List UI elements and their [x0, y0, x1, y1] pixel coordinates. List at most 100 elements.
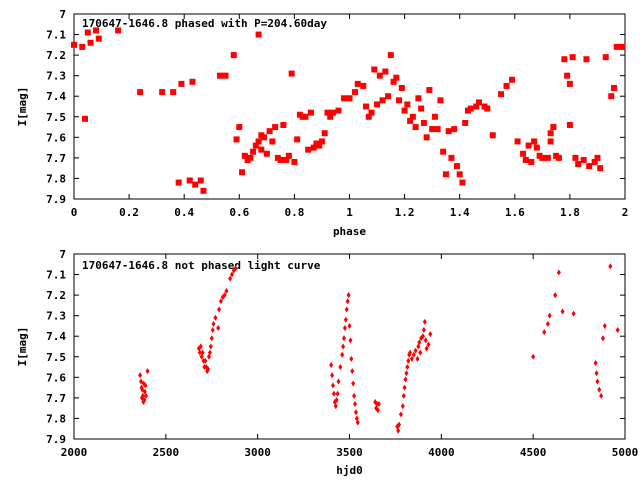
- data-point: [318, 138, 325, 145]
- data-point: [218, 298, 223, 305]
- data-point: [398, 411, 403, 418]
- data-point: [608, 263, 613, 270]
- x-tick-label: 0: [71, 206, 78, 219]
- data-point: [347, 322, 352, 329]
- x-tick-label: 3500: [336, 446, 363, 459]
- data-point: [138, 372, 143, 379]
- data-point: [594, 154, 601, 161]
- data-point: [159, 89, 166, 96]
- data-point: [353, 409, 358, 416]
- data-point: [602, 322, 607, 329]
- data-point: [207, 349, 212, 356]
- data-point: [307, 109, 314, 116]
- data-point: [531, 353, 536, 360]
- data-point: [82, 115, 89, 122]
- y-tick-label: 7.8: [46, 172, 66, 185]
- x-tick-label: 0.4: [174, 206, 194, 219]
- data-point: [330, 372, 335, 379]
- data-point: [333, 403, 338, 410]
- data-point: [200, 187, 207, 194]
- data-point: [509, 76, 516, 83]
- data-point: [374, 101, 381, 108]
- data-point: [404, 370, 409, 377]
- data-point: [619, 43, 626, 50]
- data-point: [79, 43, 86, 50]
- data-point: [415, 95, 422, 102]
- x-tick-label: 3000: [244, 446, 271, 459]
- data-point: [277, 156, 284, 163]
- data-point: [209, 335, 214, 342]
- y-axis-label: I[mag]: [16, 327, 29, 367]
- data-point: [547, 138, 554, 145]
- data-point: [255, 138, 262, 145]
- data-point: [363, 103, 370, 110]
- data-point: [239, 169, 246, 176]
- data-point: [553, 292, 558, 299]
- data-point: [210, 327, 215, 334]
- data-point: [550, 124, 557, 131]
- data-point: [217, 72, 224, 79]
- data-point: [250, 148, 257, 155]
- x-tick-label: 0.2: [119, 206, 139, 219]
- data-point: [503, 82, 510, 89]
- data-point: [145, 368, 150, 375]
- data-point: [426, 87, 433, 94]
- data-point: [448, 154, 455, 161]
- data-point: [272, 124, 279, 131]
- y-tick-label: 7.4: [46, 90, 66, 103]
- data-point: [555, 154, 562, 161]
- data-point: [379, 97, 386, 104]
- data-point: [423, 134, 430, 141]
- data-point: [336, 378, 341, 385]
- data-point: [334, 396, 339, 403]
- data-point: [341, 343, 346, 350]
- phased-light-curve-panel: 0 0.2 0.4 0.6 0.8 1 1.2 1.4 1.6 1.8 2 7 7.1 7.2 7.3 7.4…: [16, 8, 628, 238]
- data-point: [197, 177, 204, 184]
- data-point: [233, 265, 238, 272]
- data-point: [346, 292, 351, 299]
- data-point: [602, 54, 609, 61]
- data-point: [547, 130, 554, 137]
- data-point: [387, 52, 394, 59]
- data-point: [241, 152, 248, 159]
- data-point: [258, 146, 265, 153]
- data-point: [224, 288, 229, 294]
- data-point: [189, 78, 196, 85]
- data-point: [365, 113, 372, 120]
- data-point: [556, 269, 561, 276]
- data-point: [413, 347, 418, 354]
- data-point: [222, 292, 227, 299]
- y-tick-label: 7.8: [46, 412, 66, 425]
- x-tick-label: 4500: [520, 446, 547, 459]
- y-tick-label: 7.3: [46, 70, 66, 83]
- data-point: [484, 105, 491, 112]
- data-point: [139, 378, 144, 385]
- data-point: [346, 95, 353, 102]
- data-point: [335, 390, 340, 397]
- data-point: [531, 138, 538, 145]
- data-point: [348, 337, 353, 344]
- y-tick-label: 7.3: [46, 310, 66, 323]
- data-point: [344, 306, 349, 313]
- data-point: [368, 109, 375, 116]
- data-point: [599, 392, 604, 399]
- data-point: [418, 105, 425, 112]
- y-tick-label: 7: [59, 8, 66, 21]
- data-point: [233, 136, 240, 143]
- data-point: [411, 351, 416, 358]
- data-point: [203, 357, 208, 364]
- data-point: [462, 119, 469, 126]
- data-point: [371, 66, 378, 73]
- x-tick-label: 2000: [61, 446, 88, 459]
- data-point: [353, 401, 358, 408]
- data-point: [208, 343, 213, 350]
- x-axis-label: hjd0: [336, 464, 363, 477]
- data-point: [580, 156, 587, 163]
- data-point: [340, 351, 345, 358]
- data-point: [170, 89, 177, 96]
- data-point: [442, 171, 449, 178]
- data-point: [283, 156, 290, 163]
- data-point: [382, 68, 389, 75]
- data-point: [330, 382, 335, 389]
- data-point: [335, 107, 342, 114]
